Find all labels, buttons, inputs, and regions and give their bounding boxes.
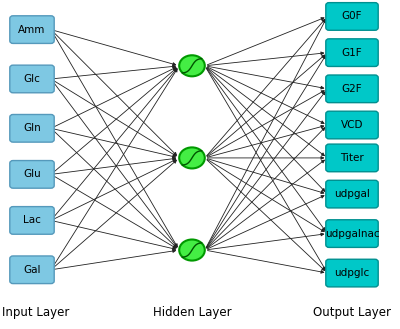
Text: udpgal: udpgal (334, 189, 370, 199)
Text: udpgalnac: udpgalnac (325, 229, 379, 239)
Text: Output Layer: Output Layer (313, 306, 391, 319)
Text: G1F: G1F (342, 48, 362, 58)
Text: G0F: G0F (342, 12, 362, 21)
FancyBboxPatch shape (326, 220, 378, 247)
FancyBboxPatch shape (10, 114, 54, 142)
FancyBboxPatch shape (326, 259, 378, 287)
Text: G2F: G2F (342, 84, 362, 94)
FancyBboxPatch shape (10, 65, 54, 93)
FancyBboxPatch shape (326, 75, 378, 103)
FancyBboxPatch shape (10, 207, 54, 234)
Text: Hidden Layer: Hidden Layer (153, 306, 231, 319)
Circle shape (179, 147, 205, 168)
Text: Glu: Glu (23, 169, 41, 179)
Text: Gal: Gal (23, 265, 41, 275)
FancyBboxPatch shape (326, 144, 378, 172)
Text: Amm: Amm (18, 25, 46, 35)
FancyBboxPatch shape (10, 16, 54, 43)
Text: Gln: Gln (23, 123, 41, 133)
Text: Lac: Lac (23, 215, 41, 225)
FancyBboxPatch shape (326, 3, 378, 30)
Text: VCD: VCD (341, 120, 363, 130)
Circle shape (179, 240, 205, 261)
Text: Titer: Titer (340, 153, 364, 163)
FancyBboxPatch shape (326, 180, 378, 208)
FancyBboxPatch shape (10, 161, 54, 188)
FancyBboxPatch shape (326, 39, 378, 66)
Text: udpglc: udpglc (334, 268, 370, 278)
Circle shape (179, 55, 205, 76)
FancyBboxPatch shape (10, 256, 54, 284)
FancyBboxPatch shape (326, 111, 378, 139)
Text: Glc: Glc (24, 74, 40, 84)
Text: Input Layer: Input Layer (2, 306, 70, 319)
